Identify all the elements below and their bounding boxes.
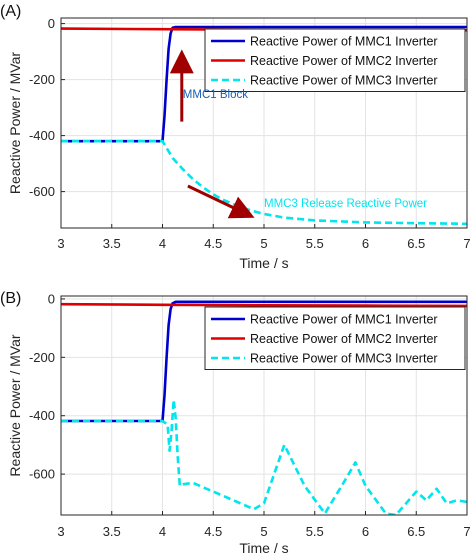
y-tick-label: -600 [29, 184, 55, 199]
x-tick-label: 7 [463, 524, 470, 539]
panel-b: 3 3.5 4 4.5 5 5.5 6 6.5 7 0 -200 -400 -600 Time / s Re… [0, 290, 471, 556]
x-tick-label: 5.5 [306, 236, 324, 251]
y-tick-label: -400 [29, 128, 55, 143]
y-axis-label: Reactive Power / MVar [7, 52, 23, 194]
x-tick-label: 6.5 [407, 236, 425, 251]
series-line-mmc3 [61, 139, 467, 226]
series-line-mmc1 [61, 25, 467, 143]
legend-label-mmc1: Reactive Power of MMC1 Inverter [250, 35, 438, 49]
x-tick-label: 5.5 [306, 524, 324, 539]
x-tick-label: 3.5 [103, 524, 121, 539]
y-tick-label: -400 [29, 408, 55, 423]
x-tick-label: 4 [159, 236, 166, 251]
y-axis-label: Reactive Power / MVar [7, 334, 23, 476]
y-tick-label: 0 [48, 291, 55, 306]
x-axis-label: Time / s [239, 540, 288, 556]
legend-box [204, 306, 466, 370]
annotation-arrow [187, 184, 255, 219]
x-tick-label: 5 [260, 524, 267, 539]
x-tick-label: 3 [57, 524, 64, 539]
y-tick-label: -200 [29, 72, 55, 87]
x-tick-label: 3.5 [103, 236, 121, 251]
series-line-mmc2 [61, 302, 467, 308]
series-line-mmc3 [61, 398, 467, 515]
panel-label: (A) [0, 3, 21, 20]
legend-label-mmc3: Reactive Power of MMC3 Inverter [250, 74, 438, 88]
x-tick-label: 4.5 [204, 236, 222, 251]
x-tick-label: 4.5 [204, 524, 222, 539]
x-tick-label: 6 [362, 524, 369, 539]
x-tick-label: 4 [159, 524, 166, 539]
x-tick-label: 6 [362, 236, 369, 251]
legend-label-mmc1: Reactive Power of MMC1 Inverter [250, 313, 438, 327]
x-axis-label: Time / s [239, 255, 288, 271]
legend-label-mmc3: Reactive Power of MMC3 Inverter [250, 352, 438, 366]
y-tick-label: 0 [48, 16, 55, 31]
annotation-text: MMC3 Release Reactive Power [264, 198, 427, 210]
panel-label: (B) [0, 290, 21, 307]
y-tick-label: -600 [29, 467, 55, 482]
x-tick-label: 3 [57, 236, 64, 251]
y-tick-label: -200 [29, 350, 55, 365]
legend-label-mmc2: Reactive Power of MMC2 Inverter [250, 54, 438, 68]
x-tick-label: 6.5 [407, 524, 425, 539]
series-line-mmc1 [61, 300, 467, 423]
legend-box [204, 28, 466, 92]
panel-a: 3 3.5 4 4.5 5 5.5 6 6.5 7 0 -200 -400 -600 Time / s Re… [0, 3, 471, 271]
x-tick-label: 7 [463, 236, 470, 251]
x-tick-label: 5 [260, 236, 267, 251]
annotation-text: MMC1 Block [183, 89, 248, 101]
legend-label-mmc2: Reactive Power of MMC2 Inverter [250, 332, 438, 346]
